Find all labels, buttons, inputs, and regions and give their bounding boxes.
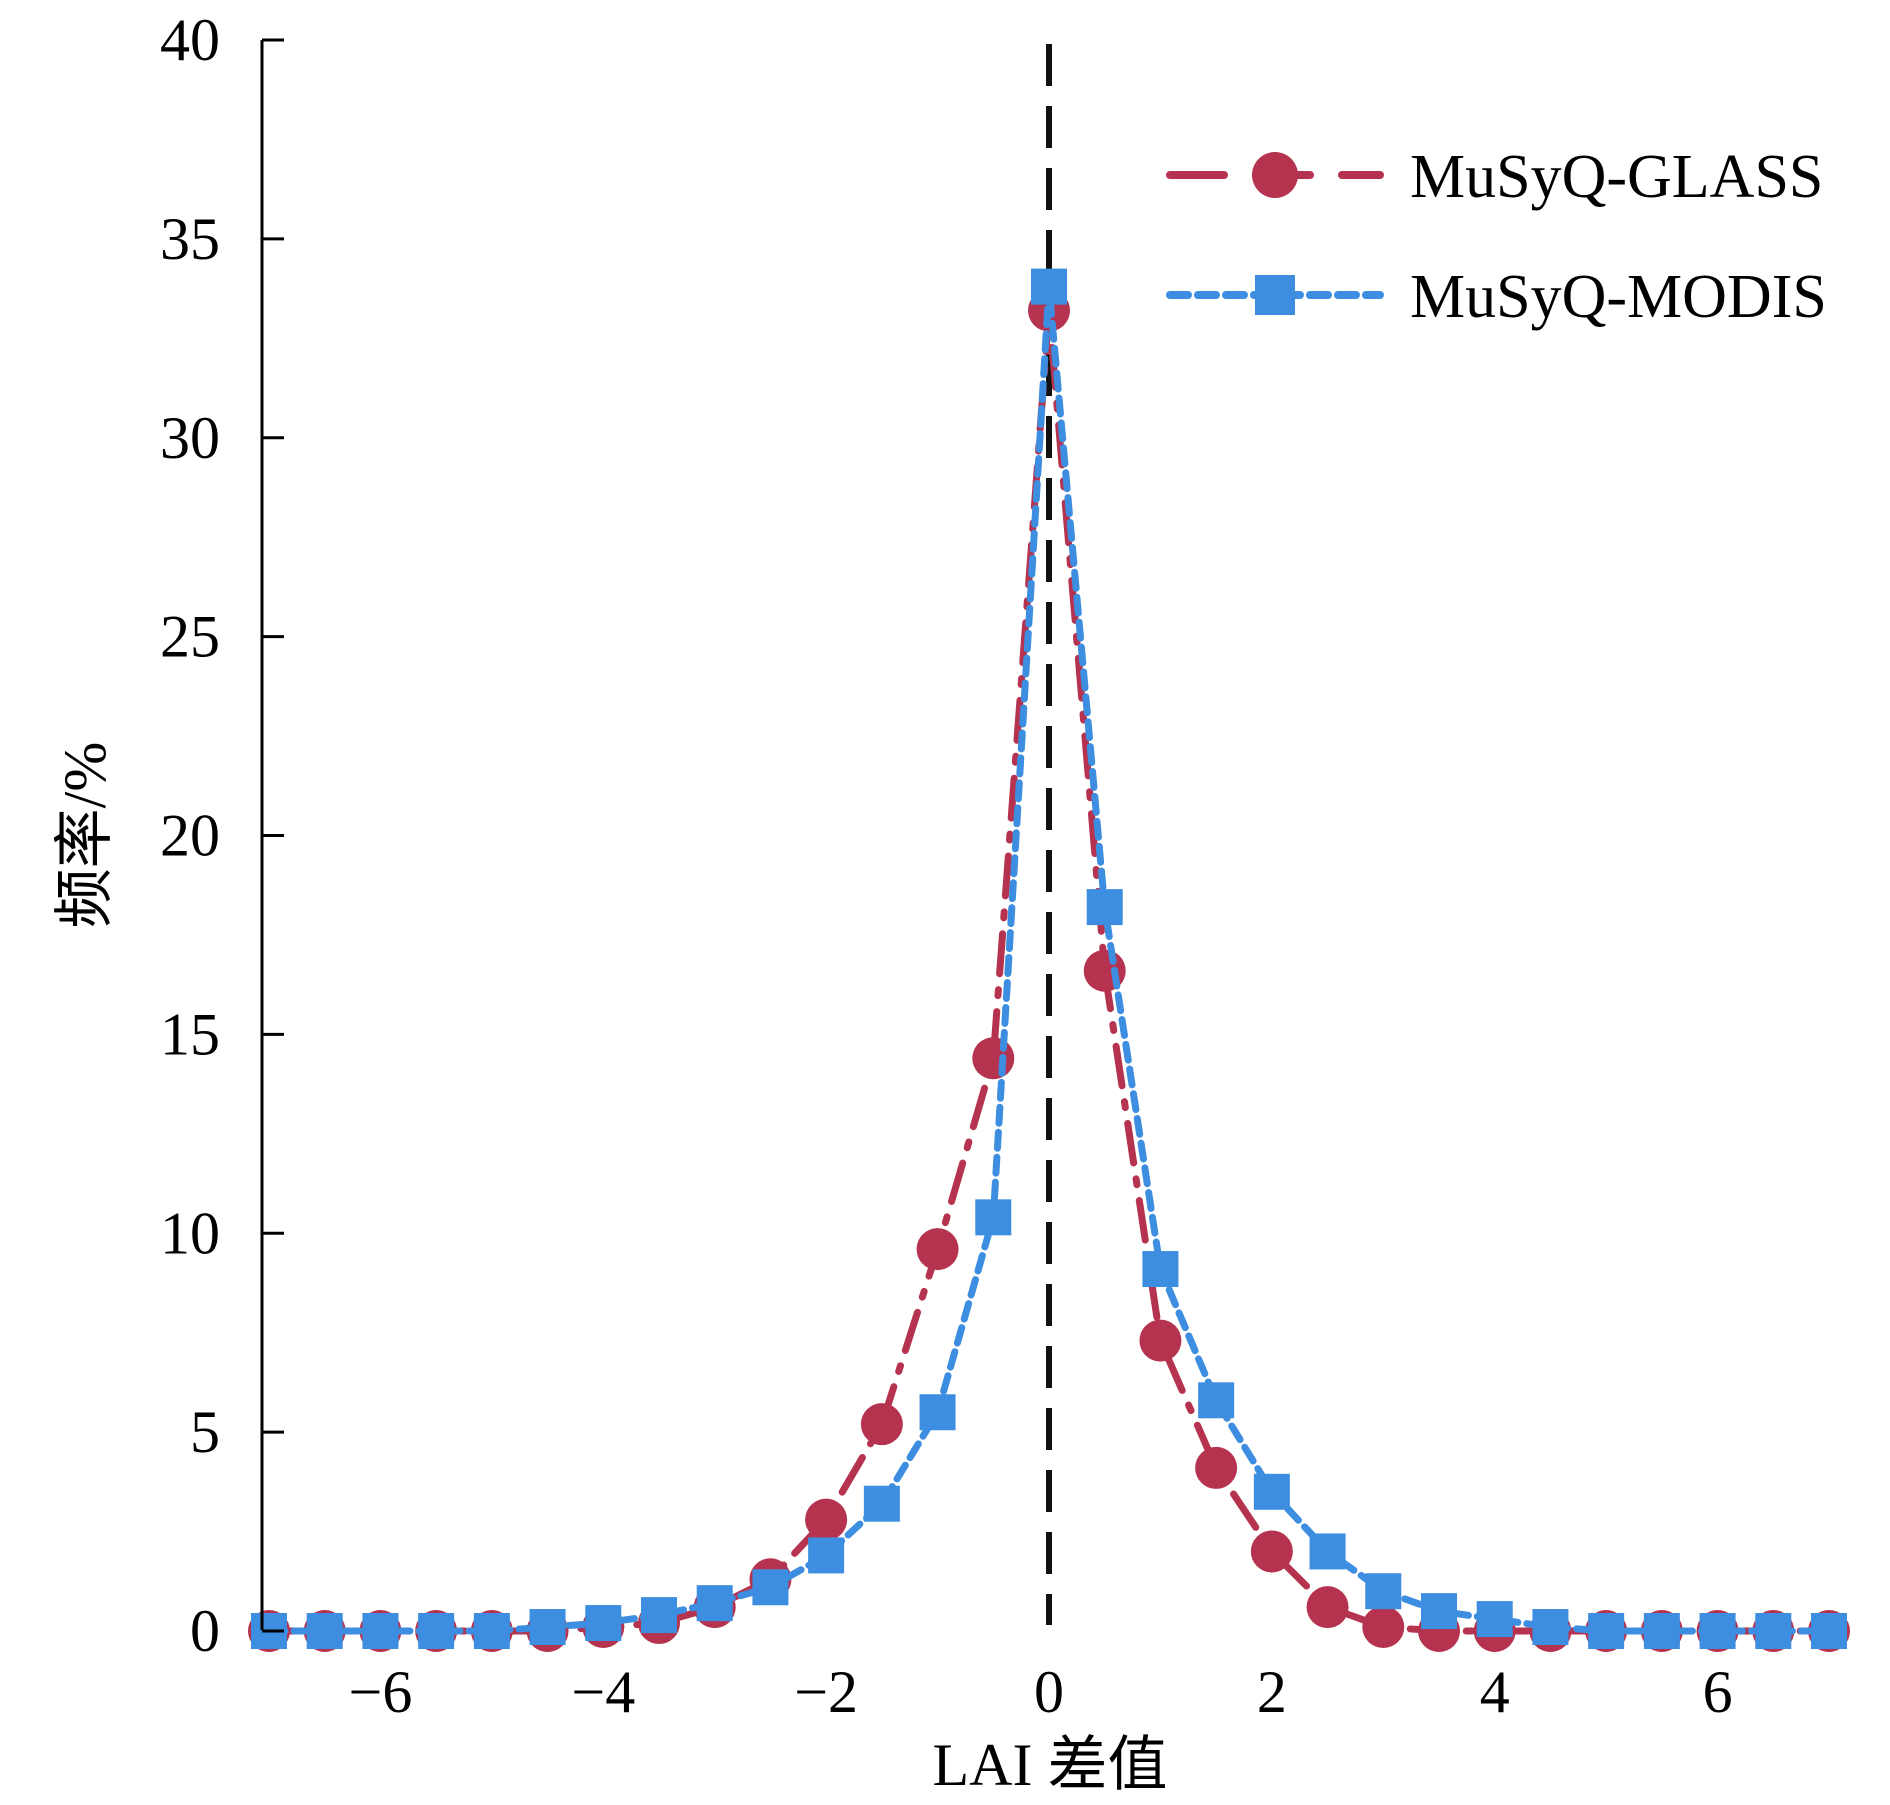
data-point xyxy=(1142,1251,1179,1288)
data-point xyxy=(696,1585,733,1622)
y-tick-label: 25 xyxy=(160,604,220,670)
axes: 0 5 10 15 20 25 30 35 40 −6 −4 −2 0 2 4 6 xyxy=(160,7,1733,1725)
data-point xyxy=(1198,1382,1235,1419)
data-point xyxy=(1532,1609,1569,1646)
y-tick-label: 0 xyxy=(190,1598,220,1664)
data-point xyxy=(808,1537,845,1574)
data-point xyxy=(473,1613,510,1649)
data-point xyxy=(1643,1613,1680,1649)
data-point xyxy=(1699,1613,1736,1649)
legend: MuSyQ-GLASS MuSyQ-MODIS xyxy=(1166,143,1827,331)
x-tick-label: 2 xyxy=(1257,1659,1287,1725)
data-point xyxy=(641,1597,677,1634)
legend-marker xyxy=(1255,275,1295,315)
data-point xyxy=(529,1609,566,1646)
y-tick-label: 15 xyxy=(160,1001,220,1067)
plot-area xyxy=(248,44,1850,1652)
data-point xyxy=(1309,1533,1346,1570)
data-point xyxy=(916,1228,959,1271)
data-point xyxy=(1365,1573,1402,1610)
y-tick-label: 20 xyxy=(160,803,220,869)
y-tick-label: 10 xyxy=(160,1200,220,1266)
data-point xyxy=(362,1613,399,1649)
legend-marker xyxy=(1252,152,1298,198)
data-point xyxy=(306,1613,343,1649)
x-tick-label: −4 xyxy=(571,1659,635,1725)
legend-label: MuSyQ-MODIS xyxy=(1410,263,1827,331)
y-tick-label: 35 xyxy=(160,206,220,272)
x-tick-label: −6 xyxy=(349,1659,413,1725)
data-point xyxy=(975,1199,1012,1236)
data-point xyxy=(1139,1319,1182,1362)
data-point xyxy=(1306,1586,1349,1629)
data-point xyxy=(919,1394,956,1431)
y-tick-label: 30 xyxy=(160,405,220,471)
data-point xyxy=(1250,1530,1293,1573)
y-tick-label: 40 xyxy=(160,7,220,73)
data-point xyxy=(863,1485,900,1522)
data-point xyxy=(972,1037,1015,1080)
x-axis-title: LAI 差值 xyxy=(933,1732,1168,1798)
data-point xyxy=(418,1613,455,1649)
data-point xyxy=(860,1403,903,1446)
data-point xyxy=(1195,1446,1238,1489)
data-point xyxy=(1086,889,1123,926)
x-tick-label: 0 xyxy=(1034,1659,1064,1725)
data-point xyxy=(805,1498,848,1541)
data-point xyxy=(585,1605,622,1642)
data-point xyxy=(1811,1613,1847,1649)
data-point xyxy=(1253,1473,1290,1510)
data-point xyxy=(1362,1606,1405,1649)
legend-label: MuSyQ-GLASS xyxy=(1410,143,1823,211)
data-point xyxy=(1476,1601,1513,1638)
x-tick-label: 4 xyxy=(1480,1659,1510,1725)
y-axis-title: 频率/% xyxy=(52,742,118,929)
data-point xyxy=(1588,1613,1625,1649)
data-point xyxy=(1755,1613,1792,1649)
data-point xyxy=(1031,268,1067,305)
data-point xyxy=(752,1569,789,1606)
x-tick-label: −2 xyxy=(794,1659,858,1725)
y-tick-label: 5 xyxy=(190,1399,220,1465)
x-tick-label: 6 xyxy=(1703,1659,1733,1725)
data-point xyxy=(1421,1593,1457,1630)
